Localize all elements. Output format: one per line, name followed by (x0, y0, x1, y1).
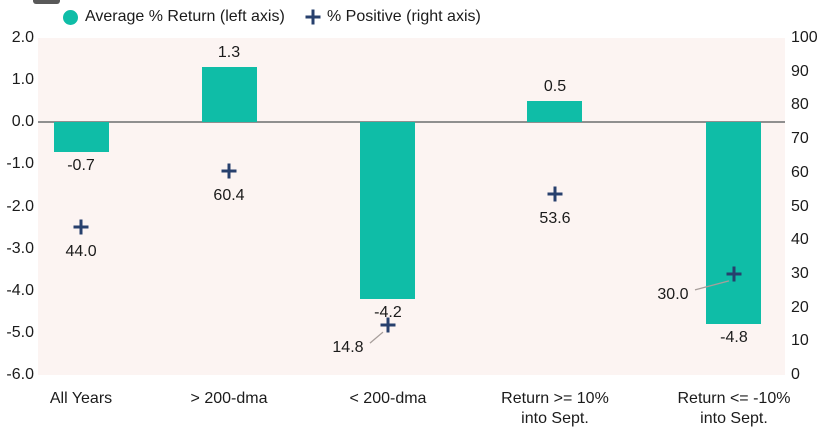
percent-positive-label: 53.6 (539, 210, 571, 228)
percent-positive-label: 44.0 (65, 242, 97, 260)
bar-value-label: 1.3 (217, 44, 241, 62)
left-axis-tick-label: -6.0 (6, 366, 34, 383)
bar-value-label: -4.2 (374, 304, 402, 322)
right-axis-tick-label: 80 (791, 96, 809, 114)
left-axis-tick-label: -4.0 (6, 281, 34, 299)
category-label: Return <= -10% into Sept. (677, 389, 790, 427)
left-axis-tick-label: 0.0 (11, 113, 34, 131)
bar (527, 101, 583, 123)
plus-marker-icon (221, 163, 237, 179)
legend-positive-plus-icon (305, 9, 321, 25)
category-label: > 200-dma (191, 389, 268, 409)
plus-marker-icon (73, 219, 89, 235)
category-label-line: > 200-dma (190, 390, 268, 407)
left-axis-tick-label: 1.0 (11, 71, 34, 89)
right-axis-tick-label: 50 (791, 197, 809, 215)
right-axis-tick-label: 10 (791, 332, 809, 350)
category-label-line: into Sept. (700, 410, 768, 427)
bar (53, 122, 109, 152)
bar-value-label: -0.7 (67, 156, 95, 174)
left-axis-tick-label: -3.0 (6, 239, 34, 257)
right-axis-tick-label: 60 (791, 163, 809, 181)
bar (360, 122, 416, 300)
top-edge-artifact (33, 0, 60, 4)
bar (706, 122, 762, 325)
bar-value-label: -4.8 (720, 329, 748, 347)
right-axis-tick-label: 40 (791, 231, 809, 249)
category-label-line: Return <= -10% (677, 390, 791, 407)
category-label: < 200-dma (350, 389, 427, 409)
legend-positive-label: % Positive (right axis) (327, 8, 481, 25)
plus-marker-icon (726, 266, 742, 282)
right-axis-tick-label: 100 (791, 29, 818, 46)
category-label-line: Return >= 10% (501, 390, 609, 407)
percent-positive-label: 14.8 (332, 339, 364, 357)
category-label: All Years (50, 389, 112, 409)
plus-marker-icon (547, 186, 563, 202)
right-axis-tick-label: 20 (791, 298, 809, 316)
right-axis-tick-label: 30 (791, 264, 809, 282)
category-label: Return >= 10% into Sept. (501, 389, 609, 427)
bar (201, 67, 257, 123)
left-axis-tick-label: -2.0 (6, 197, 34, 215)
legend-return-label: Average % Return (left axis) (85, 8, 285, 25)
category-label-line: < 200-dma (349, 390, 427, 407)
right-axis-tick-label: 0 (791, 366, 800, 383)
category-label-line: into Sept. (521, 410, 589, 427)
category-label-line: All Years (49, 390, 113, 407)
bar-value-label: 0.5 (543, 78, 567, 96)
right-axis-tick-label: 90 (791, 62, 809, 80)
legend-return-dot-icon (63, 10, 78, 25)
percent-positive-label: 30.0 (657, 285, 689, 303)
left-axis-tick-label: -1.0 (6, 155, 34, 173)
percent-positive-label: 60.4 (213, 187, 245, 205)
plus-marker-icon (380, 317, 396, 333)
left-axis-tick-label: 2.0 (11, 29, 34, 46)
right-axis-tick-label: 70 (791, 130, 809, 148)
left-axis-tick-label: -5.0 (6, 323, 34, 341)
